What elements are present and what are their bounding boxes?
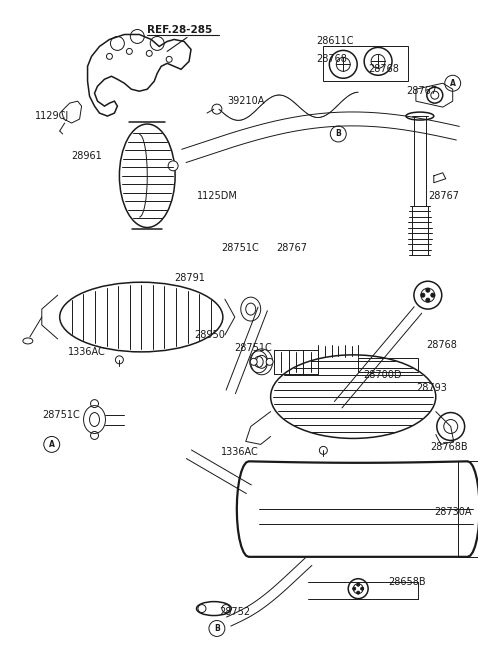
Text: 28767: 28767 <box>406 86 437 96</box>
Circle shape <box>360 587 364 590</box>
Circle shape <box>357 591 360 594</box>
Text: 28751C: 28751C <box>42 409 80 420</box>
Text: 28768B: 28768B <box>430 442 468 453</box>
Text: 28752: 28752 <box>219 607 250 616</box>
Text: 28768: 28768 <box>316 54 347 64</box>
Circle shape <box>250 358 257 365</box>
Text: 28950: 28950 <box>194 330 225 340</box>
Text: 28658B: 28658B <box>388 576 426 587</box>
Circle shape <box>319 447 327 455</box>
Circle shape <box>168 161 178 171</box>
Text: 28751C: 28751C <box>234 343 272 353</box>
Circle shape <box>146 50 152 56</box>
Circle shape <box>198 605 206 612</box>
Text: REF.28-285: REF.28-285 <box>147 24 213 35</box>
Circle shape <box>426 288 430 292</box>
Circle shape <box>426 298 430 302</box>
Circle shape <box>431 293 435 297</box>
Text: B: B <box>214 624 220 633</box>
Text: 1129CJ: 1129CJ <box>35 111 69 121</box>
Text: 28730A: 28730A <box>434 507 471 517</box>
Text: 28767: 28767 <box>428 191 459 200</box>
Text: 28961: 28961 <box>72 151 102 161</box>
Text: 28767: 28767 <box>276 244 308 253</box>
Text: A: A <box>49 440 55 449</box>
Text: A: A <box>450 79 456 88</box>
Circle shape <box>107 54 112 60</box>
Text: 28751C: 28751C <box>221 244 259 253</box>
Text: 28768: 28768 <box>426 340 456 350</box>
Circle shape <box>222 605 230 612</box>
Text: 39210A: 39210A <box>227 96 264 106</box>
Text: 1125DM: 1125DM <box>197 191 238 200</box>
Text: 1336AC: 1336AC <box>68 347 106 357</box>
Circle shape <box>266 358 273 365</box>
Text: 28793: 28793 <box>416 383 447 393</box>
Text: 1336AC: 1336AC <box>221 447 259 457</box>
Circle shape <box>115 356 123 364</box>
Text: 28700D: 28700D <box>363 370 402 380</box>
Circle shape <box>126 48 132 54</box>
Circle shape <box>421 293 425 297</box>
Text: B: B <box>336 130 341 138</box>
Text: 28768: 28768 <box>368 64 399 74</box>
Text: 28791: 28791 <box>174 273 205 283</box>
Circle shape <box>166 56 172 62</box>
Circle shape <box>357 583 360 586</box>
Circle shape <box>353 587 356 590</box>
Text: 28611C: 28611C <box>316 37 354 47</box>
